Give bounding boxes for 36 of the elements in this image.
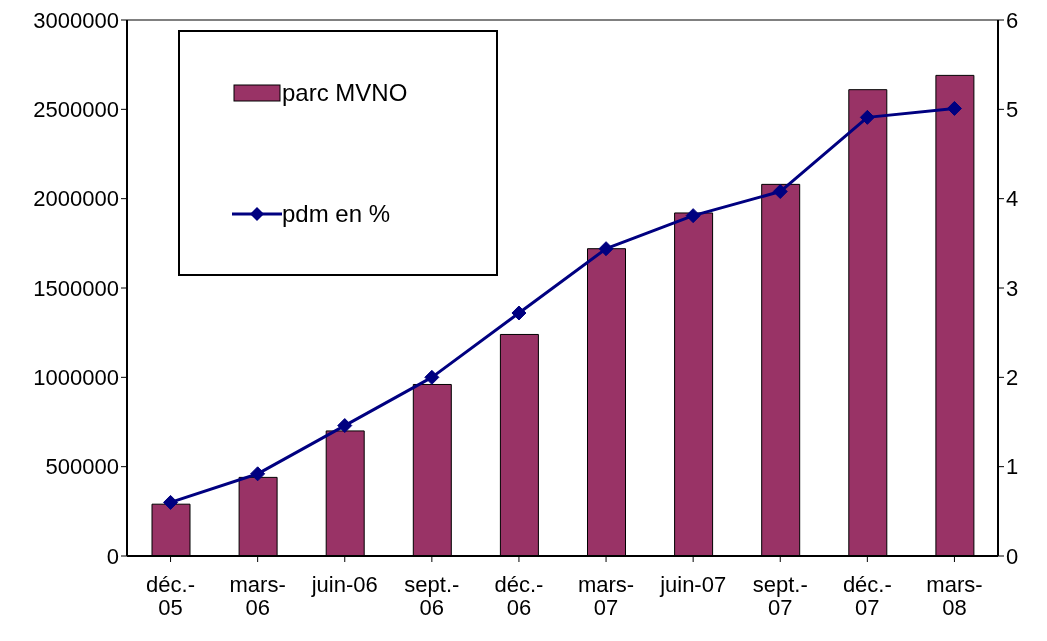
point: [511, 305, 527, 321]
point: [772, 184, 788, 200]
legend-label: pdm en %: [282, 199, 391, 228]
y2-tick-label: 3: [1006, 275, 1019, 301]
y-tick-label: 500000: [45, 454, 119, 480]
y2-tick-label: 0: [1006, 543, 1019, 569]
x-tick-label: déc.-07: [842, 571, 892, 620]
point: [250, 466, 266, 482]
x-tick-label: déc.-05: [146, 571, 196, 620]
legend-label: parc MVNO: [282, 78, 408, 107]
point: [424, 369, 440, 385]
y2-tick-label: 4: [1006, 186, 1019, 212]
x-tick-label: juin-06: [310, 571, 378, 597]
x-tick-label: sept.-06: [404, 571, 460, 620]
y-tick-label: 3000000: [33, 7, 119, 33]
x-tick-label: mars-06: [229, 571, 286, 620]
y-tick-label: 2000000: [33, 186, 119, 212]
y2-tick-label: 1: [1006, 454, 1019, 480]
y2-tick-label: 6: [1006, 7, 1019, 33]
y-tick-label: 1500000: [33, 275, 119, 301]
y2-tick-label: 5: [1006, 97, 1019, 123]
y-tick-label: 0: [106, 543, 119, 569]
x-tick-label: mars-07: [577, 571, 635, 620]
x-tick-label: juin-07: [659, 571, 727, 597]
y-tick-label: 1000000: [33, 365, 119, 391]
point: [685, 208, 701, 224]
x-tick-label: déc.-06: [494, 571, 544, 620]
y-tick-label: 2500000: [33, 97, 119, 123]
x-tick-label: mars-08: [926, 571, 983, 620]
point: [163, 494, 179, 510]
point: [946, 100, 962, 116]
point: [859, 109, 875, 125]
x-tick-label: sept.-07: [752, 571, 808, 620]
point: [598, 241, 614, 257]
y2-tick-label: 2: [1006, 365, 1019, 391]
point: [337, 418, 353, 434]
